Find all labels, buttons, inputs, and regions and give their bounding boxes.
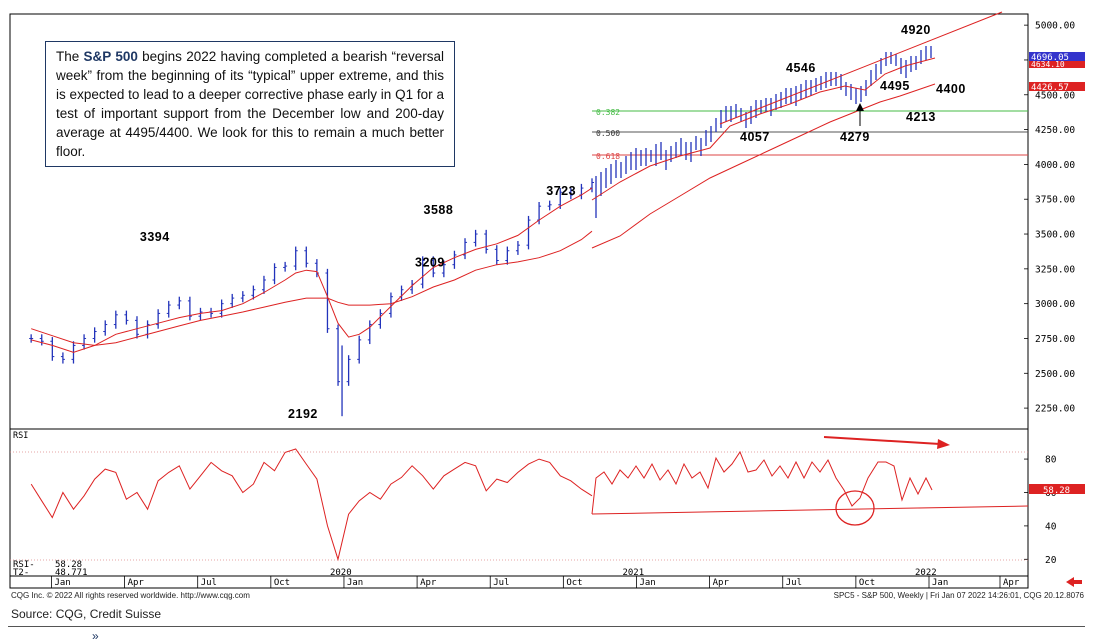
t2-readout-label: T2- bbox=[13, 568, 29, 578]
price-y-tick-label: 4250.00 bbox=[1035, 125, 1075, 136]
x-tick-label: Apr bbox=[128, 578, 145, 588]
rsi-y-tick-label: 40 bbox=[1045, 521, 1057, 532]
x-tick-label: Oct bbox=[274, 578, 290, 588]
rsi-y-tick-label: 20 bbox=[1045, 555, 1057, 566]
price-y-tick-label: 3000.00 bbox=[1035, 299, 1075, 310]
price-annotation: 3723 bbox=[546, 184, 576, 198]
label-4546: 4546 bbox=[786, 61, 816, 75]
commentary-intro: The bbox=[56, 49, 84, 64]
rsi-y-axis: 20406080 bbox=[1024, 455, 1057, 566]
x-label-apr-2022: Apr bbox=[1003, 578, 1020, 588]
x-axis-strip bbox=[9, 575, 1029, 589]
price-y-tick-label: 5000.00 bbox=[1035, 21, 1075, 32]
rsi-divergence-arrow bbox=[823, 436, 950, 449]
short-average-line bbox=[31, 187, 593, 353]
price-y-tick-label: 4500.00 bbox=[1035, 90, 1075, 101]
source-note: Source: CQG, Credit Suisse bbox=[11, 607, 162, 621]
x-tick-label: Oct bbox=[566, 578, 582, 588]
commentary-box: The S&P 500 begins 2022 having completed… bbox=[45, 41, 455, 167]
x-tick-label: Apr bbox=[420, 578, 437, 588]
rsi-badge-bg bbox=[1029, 484, 1085, 494]
price-x-axis: Jan Apr Jul Oct Jan Apr Jul Oct Jan Apr Jul Oct 2020… bbox=[51, 568, 937, 588]
rsi-readout-label: RSI- bbox=[13, 560, 35, 570]
footer-right: SPC5 - S&P 500, Weekly | Fri Jan 07 2022… bbox=[834, 591, 1085, 600]
rsi-line bbox=[30, 448, 593, 562]
rsi-right-line bbox=[591, 450, 933, 515]
fib-0382-label: 0.382 bbox=[596, 108, 620, 117]
commentary-body: begins 2022 having completed a bearish “… bbox=[56, 49, 445, 159]
x-tick-label: Jul bbox=[201, 578, 217, 588]
fib-0500-label: 0.500 bbox=[596, 129, 620, 138]
price-annotation: 3394 bbox=[140, 230, 170, 244]
price-y-tick-label: 2500.00 bbox=[1035, 369, 1075, 380]
rsi-readout-value: 58.28 bbox=[55, 560, 82, 570]
badge-long-average: 4426.57 bbox=[1031, 83, 1069, 93]
long-average-line bbox=[31, 230, 593, 346]
x-tick-label: Jan bbox=[347, 578, 363, 588]
right-long-average bbox=[591, 83, 936, 249]
price-y-tick-label: 3750.00 bbox=[1035, 195, 1075, 206]
badge-short-average-bg bbox=[1029, 61, 1085, 68]
price-y-tick-label: 2250.00 bbox=[1035, 404, 1075, 415]
x-tick-label: Jul bbox=[786, 578, 802, 588]
label-4400: 4400 bbox=[936, 82, 966, 96]
price-y-tick-label: 2750.00 bbox=[1035, 334, 1075, 345]
x-tick-label: Jan bbox=[54, 578, 70, 588]
scroll-left-arrow[interactable] bbox=[1066, 577, 1082, 587]
badge-last-price: 4696.05 bbox=[1031, 53, 1069, 63]
rsi-panel-frame bbox=[9, 428, 1029, 577]
fibonacci-levels: 0.382 0.500 0.618 bbox=[592, 108, 1028, 161]
rsi-trendline bbox=[591, 505, 1029, 515]
low-arrow bbox=[856, 103, 864, 126]
chevron-icon: » bbox=[92, 629, 99, 643]
price-annotation: 2192 bbox=[288, 407, 318, 421]
source-divider bbox=[8, 626, 1085, 627]
price-y-tick-label: 3500.00 bbox=[1035, 230, 1075, 241]
badge-last-price-bg bbox=[1029, 52, 1085, 61]
rsi-y-tick-label: 80 bbox=[1045, 455, 1057, 466]
x-year-label: 2022 bbox=[915, 568, 937, 578]
label-4213: 4213 bbox=[906, 110, 936, 124]
price-y-tick-label: 3250.00 bbox=[1035, 264, 1075, 275]
x-label-jan-2022: Jan bbox=[932, 578, 948, 588]
price-badges: 4696.05 4634.10 4426.57 bbox=[1029, 52, 1085, 93]
rsi-panel-label: RSI bbox=[13, 431, 28, 441]
x-tick-label: Jan bbox=[639, 578, 655, 588]
footer-left: CQG Inc. © 2022 All rights reserved worl… bbox=[11, 591, 250, 600]
label-4057: 4057 bbox=[740, 130, 770, 144]
x-year-label: 2021 bbox=[622, 568, 644, 578]
t2-readout-value: 48.771 bbox=[55, 568, 88, 578]
price-y-axis: 2250.00 2500.00 2750.00 3000.00 3250.00 3500.… bbox=[1024, 21, 1075, 415]
price-y-tick-label: 4000.00 bbox=[1035, 160, 1075, 171]
rsi-badge: 58.28 bbox=[1043, 486, 1070, 496]
x-tick-label: Apr bbox=[713, 578, 730, 588]
x-year-label: 2020 bbox=[330, 568, 352, 578]
fib-0618-label: 0.618 bbox=[596, 152, 620, 161]
upper-channel-line bbox=[719, 11, 1003, 125]
label-4279: 4279 bbox=[840, 130, 870, 144]
x-tick-label: Jul bbox=[493, 578, 509, 588]
price-annotations: 3394 2192 3588 3209 3723 bbox=[140, 184, 576, 421]
right-short-average bbox=[591, 57, 936, 201]
x-tick-label: Oct bbox=[859, 578, 875, 588]
label-4495: 4495 bbox=[880, 79, 910, 93]
commentary-index-name: S&P 500 bbox=[83, 49, 138, 64]
price-annotation: 3209 bbox=[415, 256, 445, 270]
badge-long-average-bg bbox=[1029, 82, 1085, 91]
rsi-highlight-circle bbox=[835, 490, 875, 526]
right-averages bbox=[591, 11, 1003, 249]
price-annotation: 3588 bbox=[424, 203, 454, 217]
label-4920: 4920 bbox=[901, 23, 931, 37]
badge-short-average: 4634.10 bbox=[1031, 60, 1065, 69]
